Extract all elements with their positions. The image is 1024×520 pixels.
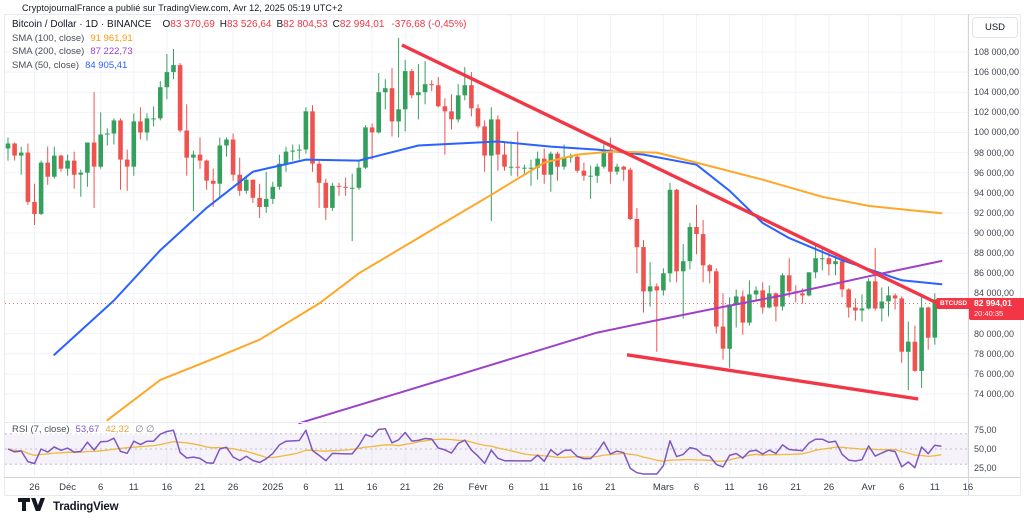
price-tick: 88 000,00	[974, 248, 1015, 259]
price-tick: 78 000,00	[974, 348, 1015, 359]
price-tick: 102 000,00	[974, 107, 1020, 118]
price-tick: 106 000,00	[974, 67, 1020, 78]
symbol-legend: Bitcoin / Dollar · 1D · BINANCE O83 370,6…	[12, 19, 466, 71]
time-tick: 16	[757, 482, 768, 493]
last-price-value: 82 994,01	[974, 298, 1012, 309]
rsi-tick: 75,00	[974, 425, 997, 435]
rsi-label: RSI (7, close)	[12, 424, 70, 435]
price-axis-border	[968, 14, 969, 495]
time-tick: 21	[605, 482, 616, 493]
rsi-ma-value: 42,32	[105, 424, 130, 435]
close-value: 82 994,01	[339, 19, 385, 30]
sma200-legend[interactable]: SMA (200, close) 87 222,73	[12, 46, 466, 57]
last-price-tag: 82 994,01 20:40:35	[969, 298, 1024, 321]
time-tick: 21	[790, 482, 802, 493]
time-tick: 11	[128, 482, 139, 493]
time-tick: 16	[161, 482, 173, 493]
symbol-row: Bitcoin / Dollar · 1D · BINANCE O83 370,6…	[12, 19, 466, 30]
time-tick: 6	[98, 482, 104, 493]
price-tick: 100 000,00	[974, 127, 1020, 138]
sma50-value: 84 905,41	[85, 59, 128, 71]
price-tick: 108 000,00	[974, 47, 1020, 57]
time-tick: Févr	[468, 482, 488, 493]
time-tick: 16	[962, 482, 974, 493]
footer: TradingView	[18, 498, 119, 516]
time-tick: 16	[572, 482, 583, 493]
time-tick: 16	[366, 482, 378, 493]
time-tick: Mars	[652, 482, 674, 493]
sma50-label: SMA (50, close)	[12, 59, 80, 71]
time-tick: 6	[303, 482, 309, 493]
time-tick: 21	[399, 482, 411, 493]
price-tick: 90 000,00	[974, 228, 1015, 239]
price-tick: 80 000,00	[974, 328, 1015, 339]
price-tick: 94 000,00	[974, 187, 1015, 198]
time-tick: 6	[508, 482, 514, 493]
time-tick: Déc	[59, 482, 77, 493]
price-tick: 84 000,00	[974, 288, 1015, 299]
price-tick: 76 000,00	[974, 368, 1015, 379]
time-tick: 21	[194, 482, 206, 493]
high-key: H	[219, 19, 227, 30]
price-tick: 74 000,00	[974, 389, 1015, 399]
rsi-value: 53,67	[75, 424, 100, 435]
open-value: 83 370,69	[170, 19, 215, 30]
rsi-tick: 25,00	[974, 463, 997, 473]
time-tick: 26	[29, 482, 40, 493]
time-tick: 26	[227, 482, 239, 493]
price-tick: 104 000,00	[974, 87, 1020, 98]
sma100-label: SMA (100, close)	[12, 32, 85, 44]
rsi-empty-values: ∅ ∅	[135, 424, 155, 435]
tradingview-logo-icon[interactable]	[18, 498, 48, 516]
time-tick: 11	[334, 482, 344, 493]
sma200-value: 87 222,73	[90, 46, 133, 57]
low-value: 82 804,53	[283, 19, 328, 30]
time-tick: 11	[724, 482, 735, 493]
time-tick: 26	[433, 482, 444, 493]
price-tick: 96 000,00	[974, 167, 1015, 178]
price-tick: 98 000,00	[974, 147, 1015, 158]
bar-countdown: 20:40:35	[974, 309, 1004, 319]
tradingview-logo-text[interactable]: TradingView	[53, 501, 119, 513]
close-key: C	[332, 19, 340, 30]
change-value: -376,68 (-0,45%)	[391, 19, 467, 30]
sma50-legend[interactable]: SMA (50, close) 84 905,41	[12, 60, 466, 71]
open-key: O	[162, 19, 171, 30]
attribution-text: CryptojournalFrance a publié sur Trading…	[22, 3, 343, 13]
time-tick: 11	[929, 482, 940, 493]
sma100-legend[interactable]: SMA (100, close) 91 961,91	[12, 33, 466, 44]
symbol-title[interactable]: Bitcoin / Dollar · 1D · BINANCE	[12, 19, 152, 30]
price-tick: 86 000,00	[974, 268, 1015, 279]
currency-button[interactable]: USD	[972, 17, 1018, 38]
time-tick: 26	[823, 482, 835, 493]
time-tick: 6	[693, 482, 700, 493]
symbol-price-tag: BTCUSD	[936, 298, 972, 310]
time-axis-border	[4, 477, 1020, 478]
time-tick: 11	[539, 482, 550, 493]
sma100-value: 91 961,91	[90, 32, 133, 44]
time-tick: Avr	[861, 482, 876, 493]
time-tick: 6	[899, 482, 905, 493]
sma200-label: SMA (200, close)	[12, 46, 85, 57]
time-tick: 2025	[262, 482, 284, 493]
rsi-legend[interactable]: RSI (7, close) 53,67 42,32 ∅ ∅	[12, 424, 155, 435]
pane-separator[interactable]	[5, 422, 968, 423]
high-value: 83 526,64	[227, 19, 272, 30]
low-key: B	[276, 19, 284, 30]
price-tick: 92 000,00	[974, 207, 1015, 218]
rsi-tick: 50,00	[974, 444, 997, 454]
